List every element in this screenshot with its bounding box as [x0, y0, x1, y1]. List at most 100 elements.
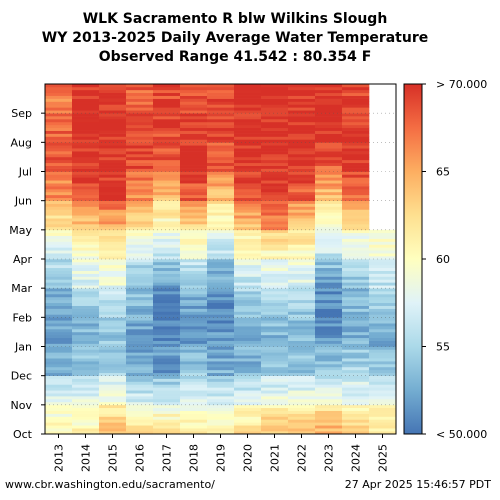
- heatmap-cell-2023-dec-3: [315, 364, 343, 368]
- heatmap-cell-2017-jun-8: [153, 174, 181, 178]
- heatmap-cell-2023-may-2: [315, 221, 343, 225]
- heatmap-cell-2018-mar-3: [180, 276, 208, 280]
- heatmap-cell-2014-aug-9: [72, 113, 100, 117]
- heatmap-cell-2017-dec-9: [153, 346, 181, 350]
- heatmap-cell-2017-may-6: [153, 209, 181, 213]
- heatmap-cell-2024-jan-5: [342, 329, 370, 333]
- heatmap-cell-2020-aug-3: [234, 130, 262, 134]
- heatmap-cell-2020-aug-2: [234, 133, 262, 137]
- heatmap-cell-2015-nov-0: [99, 401, 127, 406]
- heatmap-cell-2013-dec-4: [45, 361, 73, 365]
- heatmap-cell-2017-may-3: [153, 218, 181, 222]
- heatmap-cell-2013-apr-4: [45, 244, 73, 248]
- heatmap-cell-2024-dec-2: [342, 366, 370, 371]
- heatmap-cell-2016-dec-6: [126, 355, 154, 359]
- heatmap-cell-2015-mar-3: [99, 276, 127, 280]
- heatmap-cell-2018-mar-2: [180, 279, 208, 283]
- heatmap-cell-2014-feb-1: [72, 311, 100, 315]
- heatmap-cell-2020-sep-5: [234, 95, 262, 99]
- heatmap-cell-2015-mar-5: [99, 270, 127, 274]
- heatmap-cell-2025-feb-0: [369, 314, 397, 318]
- heatmap-cell-2015-feb-9: [99, 288, 127, 292]
- heatmap-cell-2024-apr-9: [342, 229, 370, 234]
- source-url[interactable]: www.cbr.washington.edu/sacramento/: [5, 478, 215, 491]
- heatmap-cell-2020-apr-3: [234, 247, 262, 251]
- heatmap-cell-2025-nov-9: [369, 375, 397, 379]
- heatmap-cell-2023-mar-3: [315, 276, 343, 280]
- heatmap-cell-2024-dec-8: [342, 349, 370, 353]
- heatmap-cell-2015-oct-4: [99, 419, 127, 423]
- chart-title: WLK Sacramento R blw Wilkins Slough WY 2…: [0, 10, 470, 67]
- heatmap-cell-2023-sep-2: [315, 104, 343, 108]
- heatmap-cell-2024-mar-7: [342, 264, 370, 269]
- heatmap-cell-2015-dec-1: [99, 369, 127, 374]
- heatmap-cell-2019-dec-5: [207, 358, 235, 362]
- heatmap-cell-2017-jul-3: [153, 159, 181, 164]
- heatmap-cell-2023-oct-7: [315, 410, 343, 414]
- heatmap-cell-2015-mar-2: [99, 279, 127, 283]
- heatmap-cell-2019-apr-4: [207, 244, 235, 248]
- heatmap-cell-2021-sep-7: [261, 89, 289, 94]
- heatmap-cell-2017-aug-2: [153, 133, 181, 137]
- heatmap-cell-2020-jan-1: [234, 340, 262, 344]
- heatmap-cell-2013-jan-1: [45, 340, 73, 344]
- heatmap-cell-2025-mar-9: [369, 259, 397, 263]
- heatmap-cell-2017-aug-7: [153, 119, 181, 123]
- heatmap-cell-2023-aug-4: [315, 127, 343, 131]
- heatmap-cell-2013-jan-7: [45, 323, 73, 327]
- heatmap-cell-2021-jul-1: [261, 165, 289, 169]
- heatmap-cell-2017-jul-5: [153, 154, 181, 158]
- heatmap-cell-2018-aug-8: [180, 116, 208, 120]
- heatmap-cell-2020-sep-1: [234, 107, 262, 111]
- heatmap-cell-2017-nov-3: [153, 393, 181, 397]
- heatmap-cell-2019-dec-9: [207, 346, 235, 350]
- heatmap-cell-2024-oct-7: [342, 410, 370, 414]
- heatmap-cell-2025-oct-9: [369, 404, 397, 409]
- heatmap-cell-2018-dec-2: [180, 366, 208, 371]
- heatmap-cell-2017-jan-7: [153, 323, 181, 327]
- heatmap-cell-2016-jan-1: [126, 340, 154, 344]
- heatmap-cell-2019-jan-4: [207, 331, 235, 336]
- heatmap-cell-2022-dec-0: [288, 372, 316, 376]
- heatmap-cell-2017-jul-0: [153, 168, 181, 172]
- heatmap-cell-2018-jul-0: [180, 168, 208, 172]
- heatmap-cell-2025-oct-7: [369, 410, 397, 414]
- heatmap-cell-2020-may-8: [234, 203, 262, 207]
- heatmap-cell-2023-jan-4: [315, 331, 343, 336]
- heatmap-cell-2019-jan-8: [207, 320, 235, 324]
- heatmap-cell-2018-jun-3: [180, 189, 208, 193]
- x-tick-label-2014: 2014: [80, 444, 93, 472]
- heatmap-cell-2021-sep-2: [261, 104, 289, 108]
- heatmap-cell-2013-jan-0: [45, 343, 73, 347]
- heatmap-cell-2016-oct-7: [126, 410, 154, 414]
- heatmap-cell-2017-apr-7: [153, 235, 181, 239]
- heatmap-cell-2014-aug-4: [72, 127, 100, 131]
- heatmap-cell-2018-oct-9: [180, 404, 208, 409]
- heatmap-cell-2020-oct-9: [234, 404, 262, 409]
- colorbar-tick-label-65: 65: [436, 166, 450, 179]
- heatmap-cell-2024-jul-1: [342, 165, 370, 169]
- heatmap-cell-2019-oct-8: [207, 407, 235, 411]
- heatmap-cell-2024-aug-4: [342, 127, 370, 131]
- heatmap-cell-2023-mar-8: [315, 261, 343, 266]
- heatmap-cell-2020-dec-8: [234, 349, 262, 353]
- y-tick-label-jun: Jun: [14, 195, 32, 208]
- heatmap-cell-2016-nov-3: [126, 393, 154, 397]
- heatmap-cell-2015-nov-9: [99, 375, 127, 379]
- heatmap-cell-2017-mar-2: [153, 279, 181, 283]
- heatmap-cell-2025-dec-6: [369, 355, 397, 359]
- heatmap-cell-2015-mar-8: [99, 261, 127, 266]
- heatmap-cell-2018-aug-2: [180, 133, 208, 137]
- heatmap-cell-2022-mar-0: [288, 285, 316, 289]
- heatmap-cell-2015-jan-1: [99, 340, 127, 344]
- heatmap-cell-2019-aug-3: [207, 130, 235, 134]
- heatmap-cell-2023-jan-8: [315, 320, 343, 324]
- heatmap-cell-2019-may-0: [207, 226, 235, 231]
- heatmap-cell-2024-jan-7: [342, 323, 370, 327]
- heatmap-cell-2014-apr-3: [72, 247, 100, 251]
- heatmap-cell-2024-sep-8: [342, 86, 370, 91]
- heatmap-cell-2013-nov-0: [45, 401, 73, 406]
- heatmap-cell-2017-aug-5: [153, 124, 181, 129]
- heatmap-cell-2019-sep-8: [207, 86, 235, 91]
- heatmap-cell-2025-oct-5: [369, 416, 397, 420]
